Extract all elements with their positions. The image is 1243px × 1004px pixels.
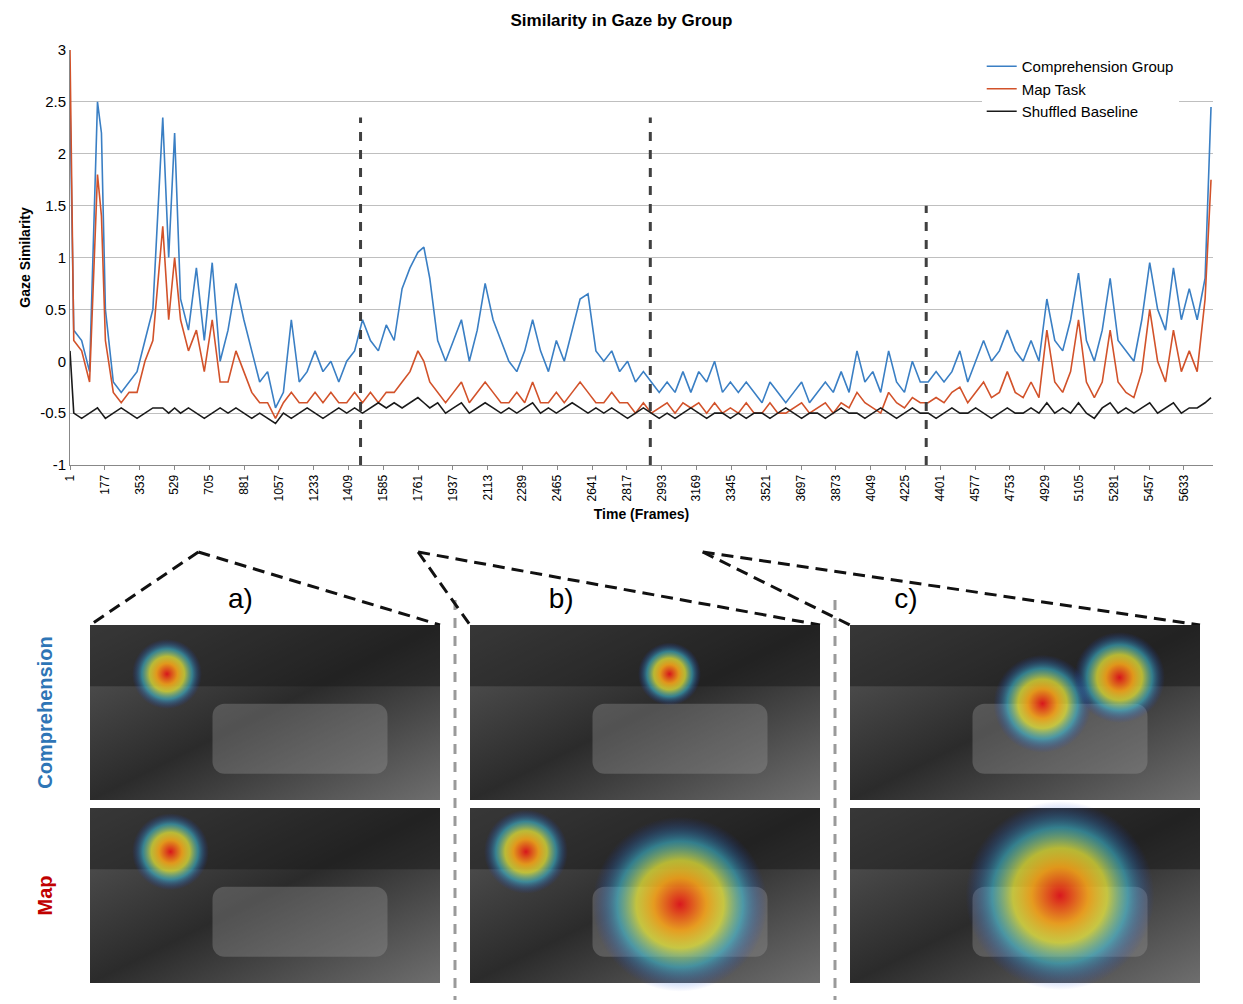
svg-text:2289: 2289 xyxy=(515,474,529,501)
svg-text:1057: 1057 xyxy=(272,474,286,501)
svg-text:2: 2 xyxy=(58,145,66,162)
svg-text:-1: -1 xyxy=(53,456,66,473)
svg-text:2465: 2465 xyxy=(550,474,564,501)
svg-text:b): b) xyxy=(549,583,574,614)
svg-text:2113: 2113 xyxy=(481,474,495,500)
svg-text:1.5: 1.5 xyxy=(45,197,66,214)
svg-text:5633: 5633 xyxy=(1177,474,1191,501)
svg-text:Gaze Similarity: Gaze Similarity xyxy=(17,207,33,308)
svg-text:-0.5: -0.5 xyxy=(40,404,66,421)
svg-text:0: 0 xyxy=(58,353,66,370)
svg-text:705: 705 xyxy=(202,474,216,494)
svg-text:1937: 1937 xyxy=(446,474,460,501)
svg-text:2817: 2817 xyxy=(620,474,634,501)
svg-text:1409: 1409 xyxy=(341,474,355,501)
svg-text:Shuffled Baseline: Shuffled Baseline xyxy=(1022,103,1138,120)
svg-text:529: 529 xyxy=(167,474,181,494)
svg-text:4225: 4225 xyxy=(898,474,912,501)
svg-text:4929: 4929 xyxy=(1038,474,1052,501)
svg-text:5105: 5105 xyxy=(1072,474,1086,501)
svg-text:1761: 1761 xyxy=(411,474,425,501)
svg-text:1585: 1585 xyxy=(376,474,390,501)
svg-text:0.5: 0.5 xyxy=(45,301,66,318)
svg-text:1: 1 xyxy=(63,474,77,481)
svg-text:353: 353 xyxy=(133,474,147,494)
svg-text:3521: 3521 xyxy=(759,474,773,501)
svg-text:5457: 5457 xyxy=(1142,474,1156,501)
svg-text:Comprehension: Comprehension xyxy=(34,636,56,788)
svg-text:4049: 4049 xyxy=(864,474,878,501)
svg-text:Map Task: Map Task xyxy=(1022,81,1086,98)
svg-text:3873: 3873 xyxy=(829,474,843,501)
svg-text:4753: 4753 xyxy=(1003,474,1017,501)
svg-text:Map: Map xyxy=(34,876,56,916)
svg-text:Time (Frames): Time (Frames) xyxy=(594,506,689,522)
svg-text:1: 1 xyxy=(58,249,66,266)
svg-text:4577: 4577 xyxy=(968,474,982,501)
svg-text:177: 177 xyxy=(98,474,112,494)
svg-text:1233: 1233 xyxy=(307,474,321,501)
svg-text:3345: 3345 xyxy=(724,474,738,501)
svg-text:3169: 3169 xyxy=(689,474,703,501)
svg-text:4401: 4401 xyxy=(933,474,947,501)
svg-text:2993: 2993 xyxy=(655,474,669,501)
svg-text:Comprehension Group: Comprehension Group xyxy=(1022,58,1174,75)
svg-text:5281: 5281 xyxy=(1107,474,1121,501)
svg-text:Similarity in Gaze by Group: Similarity in Gaze by Group xyxy=(511,11,733,30)
svg-text:2641: 2641 xyxy=(585,474,599,501)
svg-text:881: 881 xyxy=(237,474,251,494)
svg-text:3697: 3697 xyxy=(794,474,808,501)
svg-text:3: 3 xyxy=(58,41,66,58)
svg-text:2.5: 2.5 xyxy=(45,93,66,110)
svg-text:c): c) xyxy=(894,583,917,614)
svg-text:a): a) xyxy=(228,583,253,614)
